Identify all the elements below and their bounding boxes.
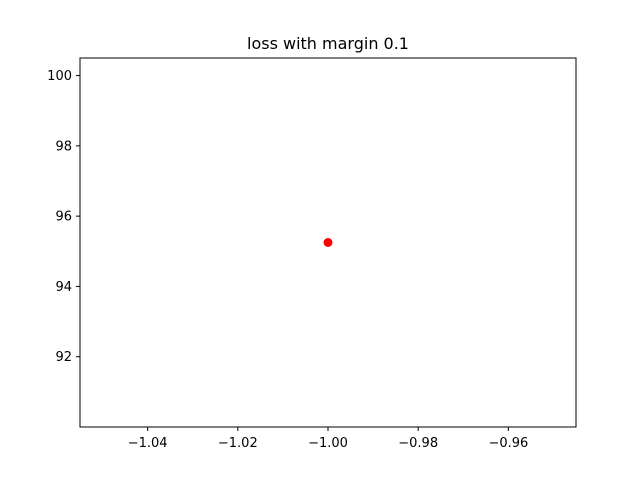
- x-tick-label: −0.98: [398, 436, 438, 451]
- x-axis: −1.04 −1.02 −1.00 −0.98 −0.96: [128, 427, 528, 451]
- y-tick-label: 96: [55, 210, 72, 225]
- plot-frame: [79, 57, 577, 428]
- x-tick-label: −1.00: [308, 436, 348, 451]
- x-tick-label: −1.04: [128, 436, 168, 451]
- chart-title: loss with margin 0.1: [247, 34, 409, 53]
- y-tick-label: 92: [55, 350, 72, 365]
- scatter-series: [323, 238, 333, 247]
- y-axis: 92 94 96 98 100: [47, 69, 80, 365]
- y-tick-label: 98: [55, 139, 72, 154]
- data-point: [323, 238, 333, 247]
- x-tick-label: −1.02: [218, 436, 258, 451]
- y-tick-label: 94: [55, 280, 72, 295]
- x-tick-label: −0.96: [488, 436, 528, 451]
- y-tick-label: 100: [47, 69, 72, 84]
